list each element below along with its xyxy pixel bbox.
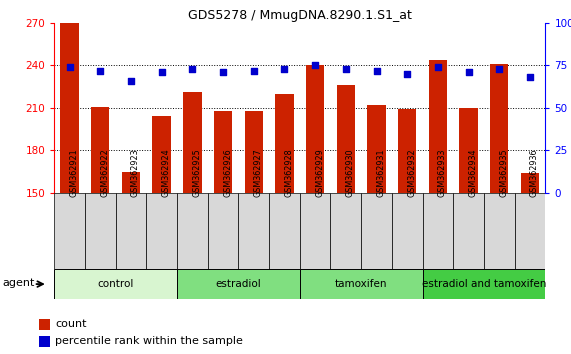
Point: [126, 78, 135, 84]
Bar: [177, 193, 208, 269]
Text: GSM362927: GSM362927: [254, 148, 263, 197]
Bar: [54, 269, 177, 299]
Point: [157, 69, 166, 75]
Bar: [91, 107, 110, 193]
Bar: [208, 193, 238, 269]
Point: [311, 63, 320, 68]
Text: GSM362934: GSM362934: [469, 148, 477, 197]
Text: GSM362935: GSM362935: [499, 148, 508, 197]
Text: GSM362930: GSM362930: [346, 148, 355, 197]
Bar: [429, 60, 447, 193]
Bar: [39, 319, 50, 330]
Text: GSM362924: GSM362924: [162, 148, 171, 197]
Bar: [300, 269, 423, 299]
Bar: [39, 336, 50, 347]
Text: tamoxifen: tamoxifen: [335, 279, 387, 289]
Bar: [300, 193, 331, 269]
Bar: [146, 193, 177, 269]
Bar: [214, 111, 232, 193]
Bar: [54, 193, 85, 269]
Text: GSM362931: GSM362931: [376, 148, 385, 197]
Bar: [361, 193, 392, 269]
Point: [372, 68, 381, 73]
Bar: [152, 116, 171, 193]
Bar: [61, 23, 79, 193]
Text: GSM362923: GSM362923: [131, 148, 140, 197]
Text: estradiol and tamoxifen: estradiol and tamoxifen: [422, 279, 546, 289]
Point: [525, 75, 534, 80]
Point: [249, 68, 258, 73]
Bar: [398, 109, 416, 193]
Point: [433, 64, 443, 70]
Bar: [239, 193, 269, 269]
Bar: [306, 65, 324, 193]
Text: GSM362928: GSM362928: [284, 148, 293, 197]
Point: [341, 66, 351, 72]
Text: GSM362921: GSM362921: [70, 148, 79, 197]
Point: [494, 66, 504, 72]
Bar: [423, 193, 453, 269]
Bar: [423, 269, 545, 299]
Bar: [244, 111, 263, 193]
Bar: [115, 193, 146, 269]
Bar: [85, 193, 115, 269]
Text: agent: agent: [3, 278, 35, 287]
Bar: [336, 85, 355, 193]
Bar: [484, 193, 514, 269]
Bar: [183, 92, 202, 193]
Point: [188, 66, 197, 72]
Text: GSM362932: GSM362932: [407, 148, 416, 197]
Bar: [490, 64, 508, 193]
Point: [96, 68, 105, 73]
Point: [280, 66, 289, 72]
Text: GSM362926: GSM362926: [223, 148, 232, 197]
Bar: [367, 105, 385, 193]
Bar: [331, 193, 361, 269]
Text: GSM362922: GSM362922: [100, 148, 109, 197]
Bar: [122, 172, 140, 193]
Text: GSM362925: GSM362925: [192, 148, 202, 197]
Text: control: control: [98, 279, 134, 289]
Title: GDS5278 / MmugDNA.8290.1.S1_at: GDS5278 / MmugDNA.8290.1.S1_at: [188, 9, 412, 22]
Text: count: count: [55, 319, 87, 329]
Text: GSM362929: GSM362929: [315, 148, 324, 197]
Bar: [521, 173, 539, 193]
Point: [464, 69, 473, 75]
Bar: [459, 108, 478, 193]
Text: GSM362936: GSM362936: [530, 148, 539, 197]
Point: [219, 69, 228, 75]
Bar: [275, 94, 293, 193]
Bar: [177, 269, 300, 299]
Point: [403, 71, 412, 77]
Bar: [514, 193, 545, 269]
Bar: [392, 193, 423, 269]
Text: estradiol: estradiol: [215, 279, 262, 289]
Text: percentile rank within the sample: percentile rank within the sample: [55, 336, 243, 346]
Bar: [269, 193, 300, 269]
Text: GSM362933: GSM362933: [438, 148, 447, 197]
Bar: [453, 193, 484, 269]
Point: [65, 64, 74, 70]
